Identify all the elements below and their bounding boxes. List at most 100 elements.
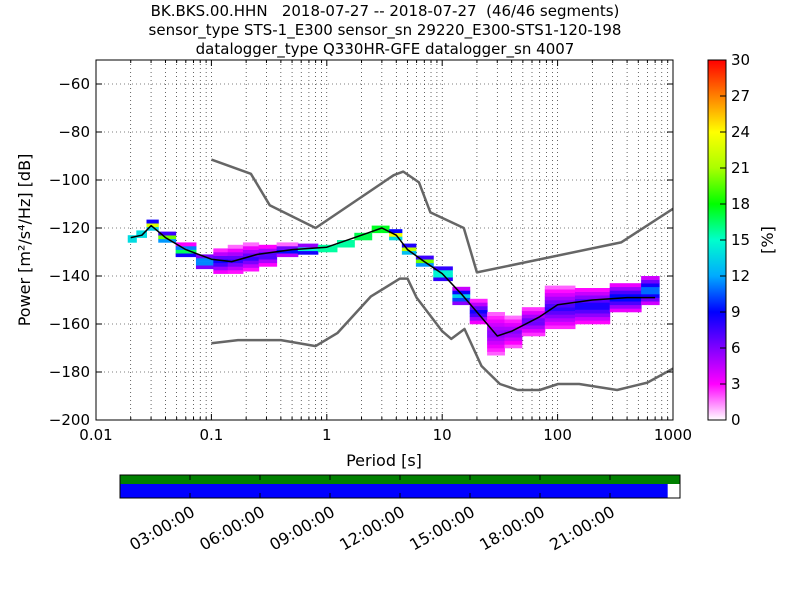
density-cell [574, 320, 611, 325]
density-cell [544, 289, 576, 294]
density-cell [371, 225, 390, 230]
colorbar-tick-label: 15 [731, 231, 750, 249]
density-cell [242, 242, 260, 247]
density-cell [297, 243, 319, 248]
density-cell [158, 238, 177, 243]
density-cell [213, 252, 229, 256]
x-axis-ticks: 0.01 0.1 1 10 100 1000 [79, 60, 692, 444]
colorbar-tick-label: 12 [731, 267, 750, 285]
density-cell [521, 314, 546, 319]
density-cell [641, 290, 660, 295]
density-cell [146, 223, 159, 228]
density-cell [158, 231, 177, 236]
mean-curve-layer [130, 224, 656, 337]
density-cell [574, 306, 611, 310]
density-cell [146, 226, 159, 231]
density-cell [574, 298, 611, 303]
density-cell [574, 316, 611, 321]
nhnm-curve [210, 158, 673, 274]
y-tick-label: −140 [49, 267, 90, 285]
density-cell [504, 340, 523, 345]
density-cell [641, 294, 660, 298]
density-cell [574, 288, 611, 292]
density-cell [354, 236, 373, 241]
coverage-tick-label: 18:00:00 [476, 502, 548, 554]
density-cell [641, 283, 660, 288]
y-axis-ticks: −60 −80 −100 −120 −140 −160 −180 −200 [49, 75, 673, 429]
density-cell [544, 307, 576, 312]
density-cell [276, 246, 299, 250]
density-cell [175, 242, 197, 247]
density-cell [175, 246, 197, 250]
density-cell [433, 277, 453, 282]
density-cell [452, 297, 471, 302]
density-cell [504, 315, 523, 320]
density-band-layer [127, 219, 660, 356]
coverage-tick-label: 21:00:00 [546, 502, 618, 554]
density-cell [452, 294, 471, 298]
density-cell [574, 302, 611, 307]
density-cell [469, 298, 488, 303]
colorbar-tick-label: 3 [731, 375, 741, 393]
density-cell [469, 309, 488, 314]
density-cell [487, 315, 505, 320]
density-cell [195, 258, 214, 262]
density-cell [242, 249, 260, 254]
density-cell [504, 337, 523, 342]
density-cell [521, 332, 546, 337]
density-cell [242, 260, 260, 265]
density-cell [544, 310, 576, 315]
density-cell [227, 252, 244, 256]
density-cell [487, 340, 505, 345]
density-cell [213, 270, 229, 274]
coverage-tick-label: 15:00:00 [406, 502, 478, 554]
density-cell [242, 264, 260, 268]
colorbar-tick-label: 24 [731, 123, 750, 141]
noise-model-layer [210, 158, 673, 392]
density-cell [452, 301, 471, 306]
colorbar: 0 3 6 9 12 15 18 21 24 27 30 [%] [707, 51, 777, 429]
density-cell [276, 242, 299, 247]
density-cell [136, 230, 147, 235]
density-cell [213, 259, 229, 264]
density-cell [175, 253, 197, 258]
density-cell [544, 285, 576, 290]
psd-plot: 0.01 0.1 1 10 100 1000 −60 −80 −100 −120 −140 −160… [15, 59, 692, 470]
density-cell [469, 302, 488, 307]
y-tick-label: −160 [49, 315, 90, 333]
x-tick-label: 10 [433, 426, 452, 444]
density-cell [127, 238, 137, 243]
density-cell [504, 322, 523, 327]
density-cell [504, 344, 523, 349]
mean-curve [130, 224, 656, 337]
density-cell [175, 249, 197, 254]
density-cell [521, 310, 546, 315]
density-cell [227, 255, 244, 260]
density-cell [487, 348, 505, 352]
title-line-1: BK.BKS.00.HHN 2018-07-27 -- 2018-07-27 (… [150, 2, 620, 20]
density-cell [544, 292, 576, 297]
density-cell [336, 243, 355, 248]
density-cell [415, 255, 434, 260]
density-cell [242, 256, 260, 261]
density-cell [213, 262, 229, 267]
density-cell [227, 266, 244, 271]
density-cell [317, 248, 338, 253]
density-cell [487, 330, 505, 334]
density-cell [609, 286, 642, 291]
plot-frame [95, 59, 674, 421]
density-cell [521, 325, 546, 330]
density-cell [389, 236, 403, 241]
y-axis-label: Power [m²/s⁴/Hz] [dB] [15, 154, 34, 327]
x-tick-label: 0.01 [79, 426, 112, 444]
density-cell [227, 262, 244, 267]
density-cell [258, 244, 278, 249]
nlnm-curve [211, 277, 673, 392]
density-cell [544, 303, 576, 308]
density-cell [544, 300, 576, 304]
colorbar-tick-label: 21 [731, 159, 750, 177]
density-cell [213, 266, 229, 271]
colorbar-label: [%] [758, 226, 777, 254]
colorbar-tick-label: 0 [731, 411, 741, 429]
density-cell [504, 330, 523, 334]
